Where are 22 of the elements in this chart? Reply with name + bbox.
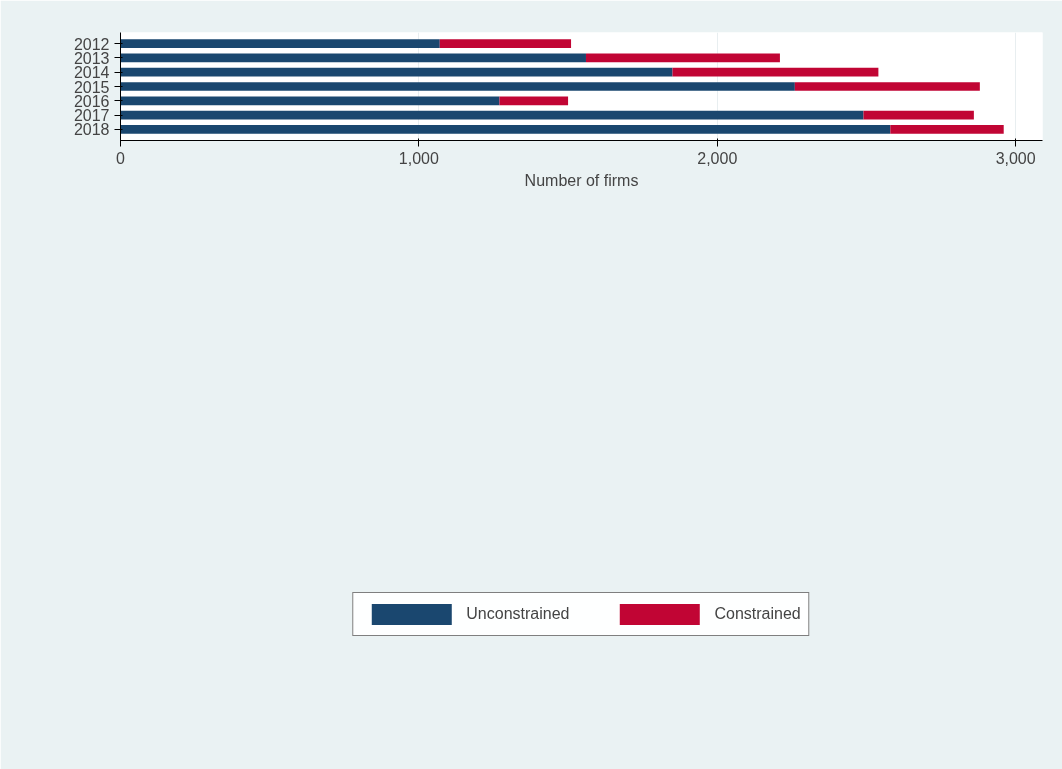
bar xyxy=(439,39,572,48)
bar xyxy=(120,96,500,106)
bar xyxy=(672,67,879,77)
bar xyxy=(499,96,569,106)
x-tick-label: 1,000 xyxy=(398,149,439,167)
x-tick-label: 3,000 xyxy=(995,149,1036,167)
bar xyxy=(120,67,673,77)
bar xyxy=(120,110,864,120)
x-tick-label: 0 xyxy=(116,149,126,167)
x-tick-label: 2,000 xyxy=(697,149,738,167)
bar xyxy=(890,125,1004,134)
bar xyxy=(794,82,980,91)
bar xyxy=(120,125,891,134)
y-tick-label: 2018 xyxy=(73,121,110,139)
bar xyxy=(120,39,440,48)
legend-label: Constrained xyxy=(714,604,801,623)
legend-label: Unconstrained xyxy=(466,604,570,623)
bar xyxy=(863,110,974,120)
x-axis-title: Number of firms xyxy=(524,171,639,189)
bar xyxy=(120,53,586,63)
bar xyxy=(120,82,795,91)
bar xyxy=(585,53,780,63)
